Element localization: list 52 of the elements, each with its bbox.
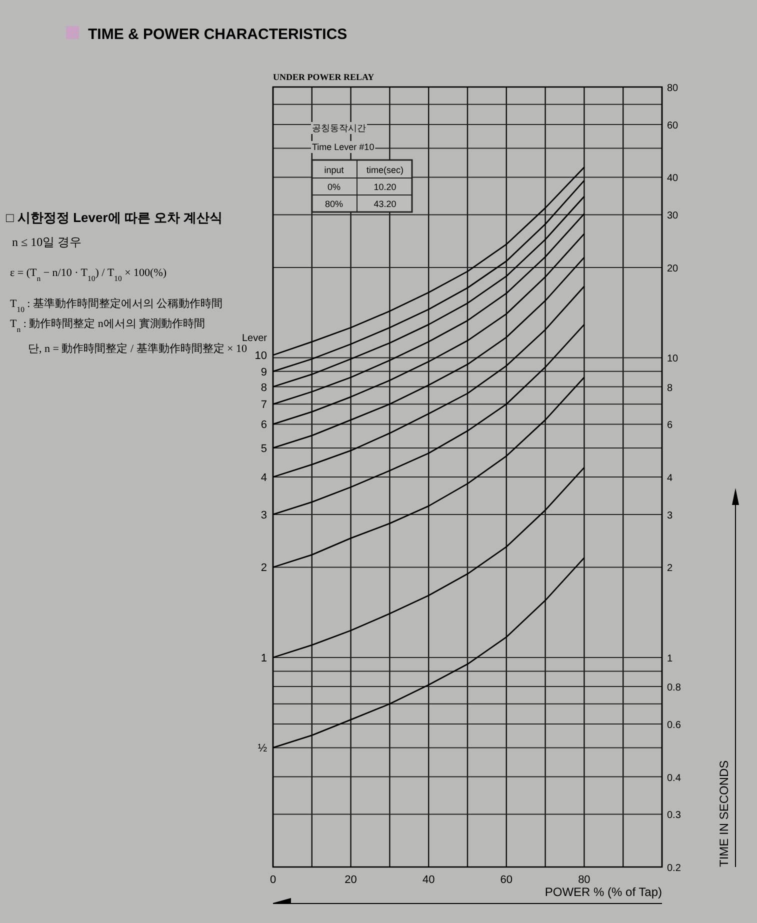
y-tick-label: 3 — [667, 510, 673, 522]
y-tick-label: 0.3 — [667, 810, 682, 822]
annotation: 10.20 — [374, 182, 396, 192]
y-tick-label: 80 — [667, 83, 679, 94]
x-tick-label: 0 — [270, 874, 276, 886]
y-axis-title: TIME IN SECONDS — [717, 760, 731, 867]
chart-title: TIME & POWER CHARACTERISTICS — [88, 26, 348, 43]
text: ε = (T$_{n}$ − n/10 · T$_{10}$) / T$_{10}$ × 100(%) — [10, 267, 167, 282]
y-tick-label: 0.6 — [667, 720, 682, 731]
text: T$_{10}$ : 基準動作時間整定에서의 公稱動作時間 — [10, 297, 223, 314]
series-label: 5 — [260, 442, 267, 455]
annotation: 43.20 — [374, 199, 396, 209]
y-tick-label: 8 — [667, 382, 673, 394]
x-tick-label: 80 — [578, 874, 590, 886]
annotation: Time Lever #10 — [312, 142, 374, 152]
x-tick-label: 40 — [422, 874, 435, 886]
x-tick-label: 60 — [500, 874, 513, 886]
y-tick-label: 20 — [667, 263, 679, 274]
x-axis-title: POWER % (% of Tap) — [544, 885, 662, 899]
x-tick-label: 20 — [344, 874, 357, 886]
y-tick-label: 30 — [667, 210, 679, 222]
annotation: 공칭동작시간 — [312, 123, 366, 133]
series-label: 1 — [260, 652, 267, 664]
legend-title: Lever — [242, 333, 268, 344]
chart-subtitle: UNDER POWER RELAY — [273, 72, 375, 82]
series-label: 10 — [254, 350, 267, 362]
series-label: 6 — [260, 419, 267, 432]
y-tick-label: 0.8 — [667, 682, 682, 694]
y-tick-label: 6 — [667, 420, 673, 432]
annotation: input — [324, 165, 344, 175]
series-label: 3 — [260, 509, 267, 522]
y-tick-label: 4 — [667, 473, 673, 484]
annotation: time(sec) — [366, 165, 404, 175]
text: □ 시한정정 Lever에 따른 오차 계산식 — [6, 210, 223, 225]
y-tick-label: 40 — [667, 173, 679, 184]
y-tick-label: 0.2 — [667, 863, 682, 874]
y-tick-label: 60 — [667, 120, 679, 132]
series-label: 8 — [260, 382, 267, 394]
annotation: 80% — [324, 199, 344, 209]
text: 단, n = 動作時間整定 / 基準動作時間整定 × 10 — [28, 342, 248, 355]
y-tick-label: 10 — [667, 354, 679, 365]
text: n ≤ 10일 경우 — [12, 235, 82, 249]
y-tick-label: 1 — [667, 653, 673, 664]
y-tick-label: 0.4 — [667, 772, 682, 784]
series-label: 7 — [260, 399, 267, 412]
y-tick-label: 2 — [667, 563, 673, 574]
series-label: 2 — [260, 562, 267, 574]
text: T$_{n}$ : 動作時間整定 n에서의 實測動作時間 — [10, 317, 206, 334]
series-label: 4 — [260, 472, 267, 484]
annotation: 0% — [327, 182, 341, 192]
series-label: ½ — [258, 742, 267, 755]
series-label: 9 — [260, 366, 267, 378]
